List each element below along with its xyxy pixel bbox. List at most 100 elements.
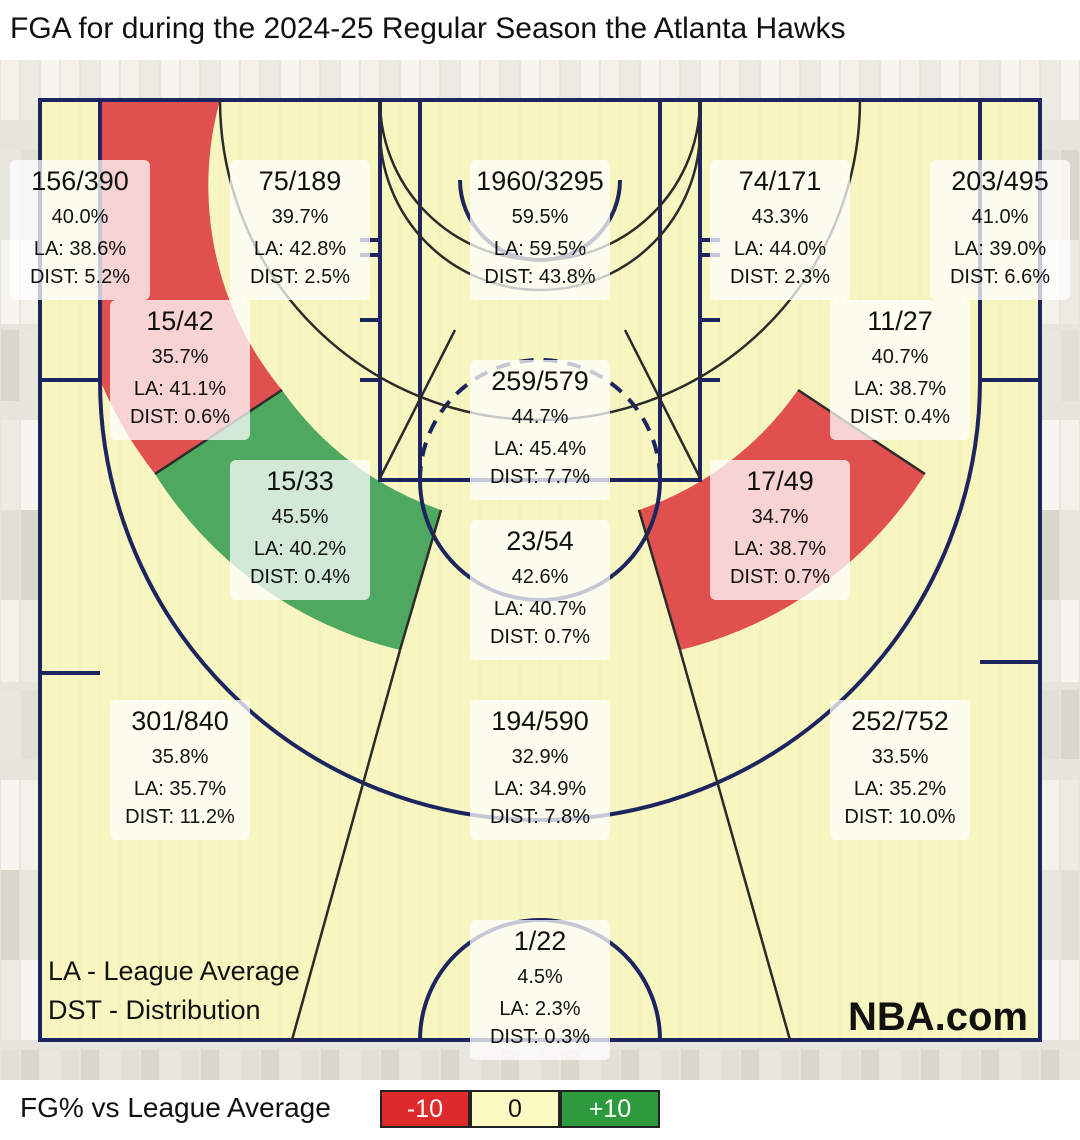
zone-label-left-baseline-midrange: 15/42 35.7% LA: 41.1% DIST: 0.6% — [110, 300, 250, 440]
floor-plank — [841, 1050, 859, 1080]
zone-fg-pct: 40.7% — [872, 346, 929, 368]
floor-plank — [1, 870, 19, 963]
zone-fg-pct: 34.7% — [752, 506, 809, 528]
floor-plank — [1061, 330, 1079, 401]
floor-plank — [821, 1050, 839, 1080]
floor-plank — [921, 1050, 939, 1080]
floor-plank — [181, 1050, 199, 1080]
zone-label-right-wing-midrange: 74/171 43.3% LA: 44.0% DIST: 2.3% — [710, 160, 850, 300]
three-divider-left — [290, 649, 402, 1041]
floor-plank — [61, 1050, 79, 1080]
zone-label-card — [110, 700, 250, 840]
zone-fg-pct: 32.9% — [512, 746, 569, 768]
floor-plank — [1, 60, 19, 120]
floor-plank — [241, 1050, 259, 1080]
floor-plank — [421, 1050, 439, 1080]
zone-league-average: LA: 35.7% — [134, 778, 227, 800]
zone-label-left-corner-3: 156/390 40.0% LA: 38.6% DIST: 5.2% — [10, 160, 150, 300]
notes: LA - League Average DST - Distribution NBA… — [48, 956, 1028, 1039]
floor-plank — [1061, 420, 1079, 528]
zone-fg-pct: 4.5% — [517, 966, 563, 988]
zone-league-average: LA: 39.0% — [954, 238, 1047, 260]
floor-plank — [1061, 870, 1079, 963]
floor-plank — [681, 1050, 699, 1080]
floor-plank — [21, 420, 39, 528]
floor-plank — [441, 1050, 459, 1080]
floor-plank — [1061, 510, 1079, 605]
floor-plank — [641, 1050, 659, 1080]
floor-plank — [201, 1050, 219, 1080]
paint-divider-right — [623, 329, 702, 479]
floor-plank — [1041, 510, 1059, 605]
zone-label-left-elbow-midrange: 15/33 45.5% LA: 40.2% DIST: 0.4% — [230, 460, 370, 600]
paint-divider-left — [378, 329, 457, 479]
floor-plank — [1, 960, 19, 1040]
zone-label-card — [230, 460, 370, 600]
zone-league-average: LA: 2.3% — [499, 998, 580, 1020]
zone-label-card — [710, 160, 850, 300]
zone-distribution: DIST: 7.8% — [490, 806, 590, 828]
floor-plank — [981, 1050, 999, 1080]
zone-label-right-baseline-midrange: 11/27 40.7% LA: 38.7% DIST: 0.4% — [830, 300, 970, 440]
floor-plank — [1, 1050, 19, 1080]
legend-swatch-minus-10: -10 — [380, 1090, 470, 1128]
zone-league-average: LA: 45.4% — [494, 438, 587, 460]
floor-plank — [21, 960, 39, 1040]
zone-distribution: DIST: 7.7% — [490, 466, 590, 488]
zone-fga: 15/33 — [266, 466, 334, 496]
zone-distribution: DIST: 5.2% — [30, 266, 130, 288]
floor-plank — [1041, 600, 1059, 682]
nba-logo-text: NBA.com — [848, 995, 1028, 1039]
floor-plank — [361, 1050, 379, 1080]
floor-plank — [721, 1050, 739, 1080]
note-line: DST - Distribution — [48, 995, 261, 1025]
floor-plank — [1061, 960, 1079, 1040]
floor-plank — [1061, 60, 1079, 120]
note-line: LA - League Average — [48, 956, 300, 986]
floor-plank — [661, 1050, 679, 1080]
zone-distribution: DIST: 0.6% — [130, 406, 230, 428]
zone-fga: 301/840 — [131, 706, 229, 736]
floor-plank — [1041, 420, 1059, 528]
zone-labels: 156/390 40.0% LA: 38.6% DIST: 5.2% 75/189 39.… — [10, 160, 1070, 1060]
zone-label-left-wing-midrange: 75/189 39.7% LA: 42.8% DIST: 2.5% — [230, 160, 370, 300]
floor-plank — [321, 1050, 339, 1080]
zone-fga: 259/579 — [491, 366, 589, 396]
floor-plank — [401, 1050, 419, 1080]
zone-league-average: LA: 41.1% — [134, 378, 227, 400]
zone-label-card — [470, 920, 610, 1060]
zone-label-card — [110, 300, 250, 440]
floor-plank — [141, 1050, 159, 1080]
zone-fga: 194/590 — [491, 706, 589, 736]
zone-fg-pct: 33.5% — [872, 746, 929, 768]
zone-distribution: DIST: 2.3% — [730, 266, 830, 288]
zone-fg-pct: 45.5% — [272, 506, 329, 528]
zone-label-top-key-midrange: 23/54 42.6% LA: 40.7% DIST: 0.7% — [470, 520, 610, 660]
floor-plank — [1041, 60, 1059, 120]
floor-plank — [21, 870, 39, 963]
floor-plank — [741, 1050, 759, 1080]
floor-plank — [21, 330, 39, 401]
floor-plank — [1, 510, 19, 605]
floor-plank — [1021, 1050, 1039, 1080]
floor-plank — [961, 1050, 979, 1080]
floor-plank — [701, 1050, 719, 1080]
zone-fg-pct: 59.5% — [512, 206, 569, 228]
floor-plank — [21, 60, 39, 120]
floor-plank — [1, 780, 19, 886]
floor-plank — [1, 330, 19, 401]
floor-plank — [1, 600, 19, 682]
floor-plank — [1061, 690, 1079, 759]
zone-fga: 1960/3295 — [476, 166, 604, 196]
floor-plank — [341, 1050, 359, 1080]
floor-plank — [21, 690, 39, 759]
zone-fg-pct: 41.0% — [972, 206, 1029, 228]
floor-plank — [261, 1050, 279, 1080]
free-throw-arc-dashed — [418, 358, 662, 481]
three-divider-right — [678, 649, 792, 1041]
legend: FG% vs League Average -10 0 +10 — [0, 1088, 1080, 1132]
zone-distribution: DIST: 2.5% — [250, 266, 350, 288]
chart-title: FGA for during the 2024-25 Regular Seaso… — [10, 12, 846, 45]
floor-plank — [1001, 1050, 1019, 1080]
zone-fga: 203/495 — [951, 166, 1049, 196]
